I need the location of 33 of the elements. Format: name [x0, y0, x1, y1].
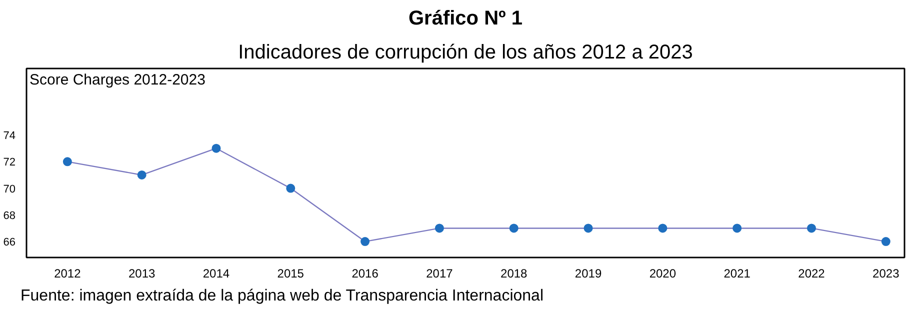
x-tick-label: 2015 [277, 266, 304, 280]
point [806, 224, 816, 233]
point [658, 224, 668, 233]
x-tick-label: 2022 [798, 266, 826, 280]
chart-subtitle: Indicadores de corrupción de los años 2012 a 2023 [238, 42, 693, 64]
x-tick-label: 2019 [574, 266, 602, 280]
y-tick-label: 66 [3, 236, 16, 249]
point [137, 170, 146, 180]
x-tick-label: 2021 [724, 266, 751, 280]
x-tick-label: 2023 [872, 266, 900, 280]
y-tick-label: 68 [3, 210, 16, 222]
x-tick-label: 2014 [202, 266, 230, 280]
point [509, 224, 518, 233]
y-axis-title: Score Charges 2012-2023 [30, 72, 206, 88]
point [212, 144, 221, 153]
x-tick-label: 2012 [54, 266, 82, 280]
point [62, 157, 72, 166]
point [434, 224, 444, 233]
point [584, 224, 593, 233]
point [881, 237, 890, 246]
x-tick-label: 2018 [500, 266, 528, 280]
x-tick-label: 2020 [649, 266, 676, 280]
chart-title: Gráfico Nº 1 [408, 8, 523, 30]
y-tick-label: 74 [3, 130, 16, 142]
point [732, 224, 742, 233]
x-tick-label: 2017 [426, 266, 454, 280]
y-tick-label: 72 [3, 156, 16, 169]
y-tick-label: 70 [3, 183, 16, 196]
x-tick-label: 2013 [128, 266, 156, 280]
point [286, 184, 296, 193]
x-tick-label: 2016 [352, 266, 379, 280]
point [360, 237, 370, 246]
source-note: Fuente: imagen extraída de la página web de Transparencia Internacional [20, 288, 544, 304]
